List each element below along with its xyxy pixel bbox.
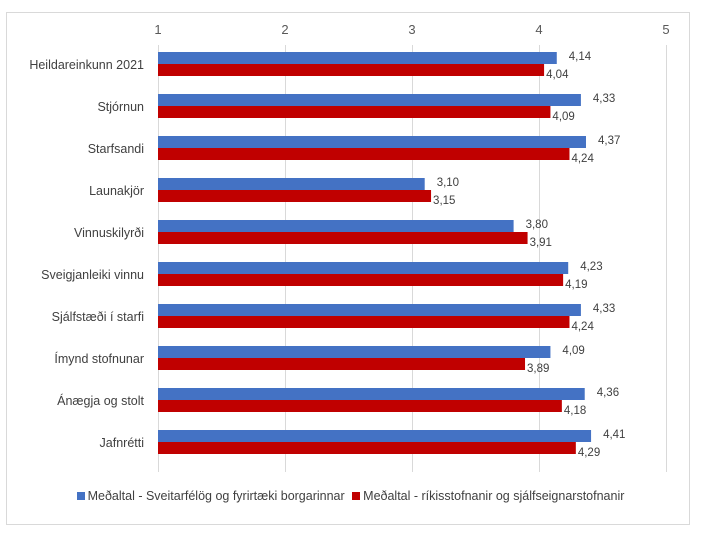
data-label: 3,80 (526, 219, 548, 231)
data-label: 4,33 (593, 303, 615, 315)
category-label: Heildareinkunn 2021 (29, 58, 144, 72)
legend-label: Meðaltal - Sveitarfélög og fyrirtæki bor… (87, 489, 345, 503)
bar-series-2 (158, 442, 576, 454)
category-label: Sveigjanleiki vinnu (41, 268, 144, 282)
bar-series-2 (158, 148, 570, 160)
category-label: Vinnuskilyrði (74, 226, 144, 240)
legend-swatch-red (352, 492, 361, 500)
data-label: 4,23 (580, 261, 602, 273)
data-label: 3,15 (433, 195, 455, 207)
data-label: 4,37 (598, 135, 620, 147)
category-labels: Heildareinkunn 2021 Stjórnun Starfsandi Lau… (29, 58, 144, 450)
data-label: 4,18 (564, 405, 586, 417)
bar-series-1 (158, 136, 586, 148)
legend: Meðaltal - Sveitarfélög og fyrirtæki bor… (0, 489, 701, 503)
data-label: 4,19 (565, 279, 587, 291)
category-label: Ánægja og stolt (57, 393, 144, 408)
bars (158, 52, 592, 454)
bar-series-1 (158, 52, 557, 64)
bar-series-1 (158, 220, 514, 232)
bar-series-1 (158, 346, 551, 358)
data-label: 4,04 (546, 69, 569, 81)
data-label: 4,24 (571, 321, 594, 333)
x-tick-label: 1 (154, 22, 161, 37)
data-label: 4,09 (562, 345, 584, 357)
x-axis-ticks: 1 2 3 4 5 (154, 22, 669, 37)
bar-series-1 (158, 262, 569, 274)
x-tick-label: 3 (408, 22, 415, 37)
data-labels: 4,144,04 4,33 4,09 4,37 4,24 3,10 3,15 3,80 3,91… (433, 51, 625, 459)
category-label: Sjálfstæði í starfi (52, 310, 144, 324)
x-tick-label: 5 (662, 22, 669, 37)
data-label: 4,29 (578, 447, 600, 459)
data-label: 4,24 (571, 153, 594, 165)
data-label: 4,14 (569, 51, 592, 63)
bar-series-1 (158, 94, 581, 106)
x-tick-label: 4 (535, 22, 542, 37)
legend-label: Meðaltal - ríkisstofnanir og sjálfseigna… (363, 489, 625, 503)
category-label: Stjórnun (97, 100, 144, 114)
bar-series-2 (158, 400, 562, 412)
data-label: 4,41 (603, 429, 625, 441)
legend-swatch-blue (76, 492, 85, 500)
legend-item-series-2: Meðaltal - ríkisstofnanir og sjálfseigna… (352, 489, 624, 503)
bar-series-1 (158, 304, 581, 316)
x-tick-label: 2 (281, 22, 288, 37)
data-label: 4,09 (552, 111, 574, 123)
category-label: Starfsandi (88, 142, 144, 156)
bar-series-2 (158, 64, 545, 76)
category-label: Ímynd stofnunar (54, 351, 144, 366)
legend-item-series-1: Meðaltal - Sveitarfélög og fyrirtæki bor… (76, 489, 345, 503)
category-label: Launakjör (89, 184, 144, 198)
bar-series-2 (158, 232, 528, 244)
bar-series-1 (158, 178, 425, 190)
data-label: 4,36 (597, 387, 619, 399)
data-label: 4,33 (593, 93, 615, 105)
bar-series-2 (158, 316, 570, 328)
bar-series-1 (158, 388, 585, 400)
bar-series-2 (158, 358, 526, 370)
category-label: Jafnrétti (100, 436, 144, 450)
data-label: 3,10 (437, 177, 459, 189)
bar-series-2 (158, 106, 551, 118)
data-label: 3,91 (530, 237, 552, 249)
bar-series-2 (158, 274, 564, 286)
bar-series-1 (158, 430, 592, 442)
data-label: 3,89 (527, 363, 549, 375)
bar-series-2 (158, 190, 432, 202)
